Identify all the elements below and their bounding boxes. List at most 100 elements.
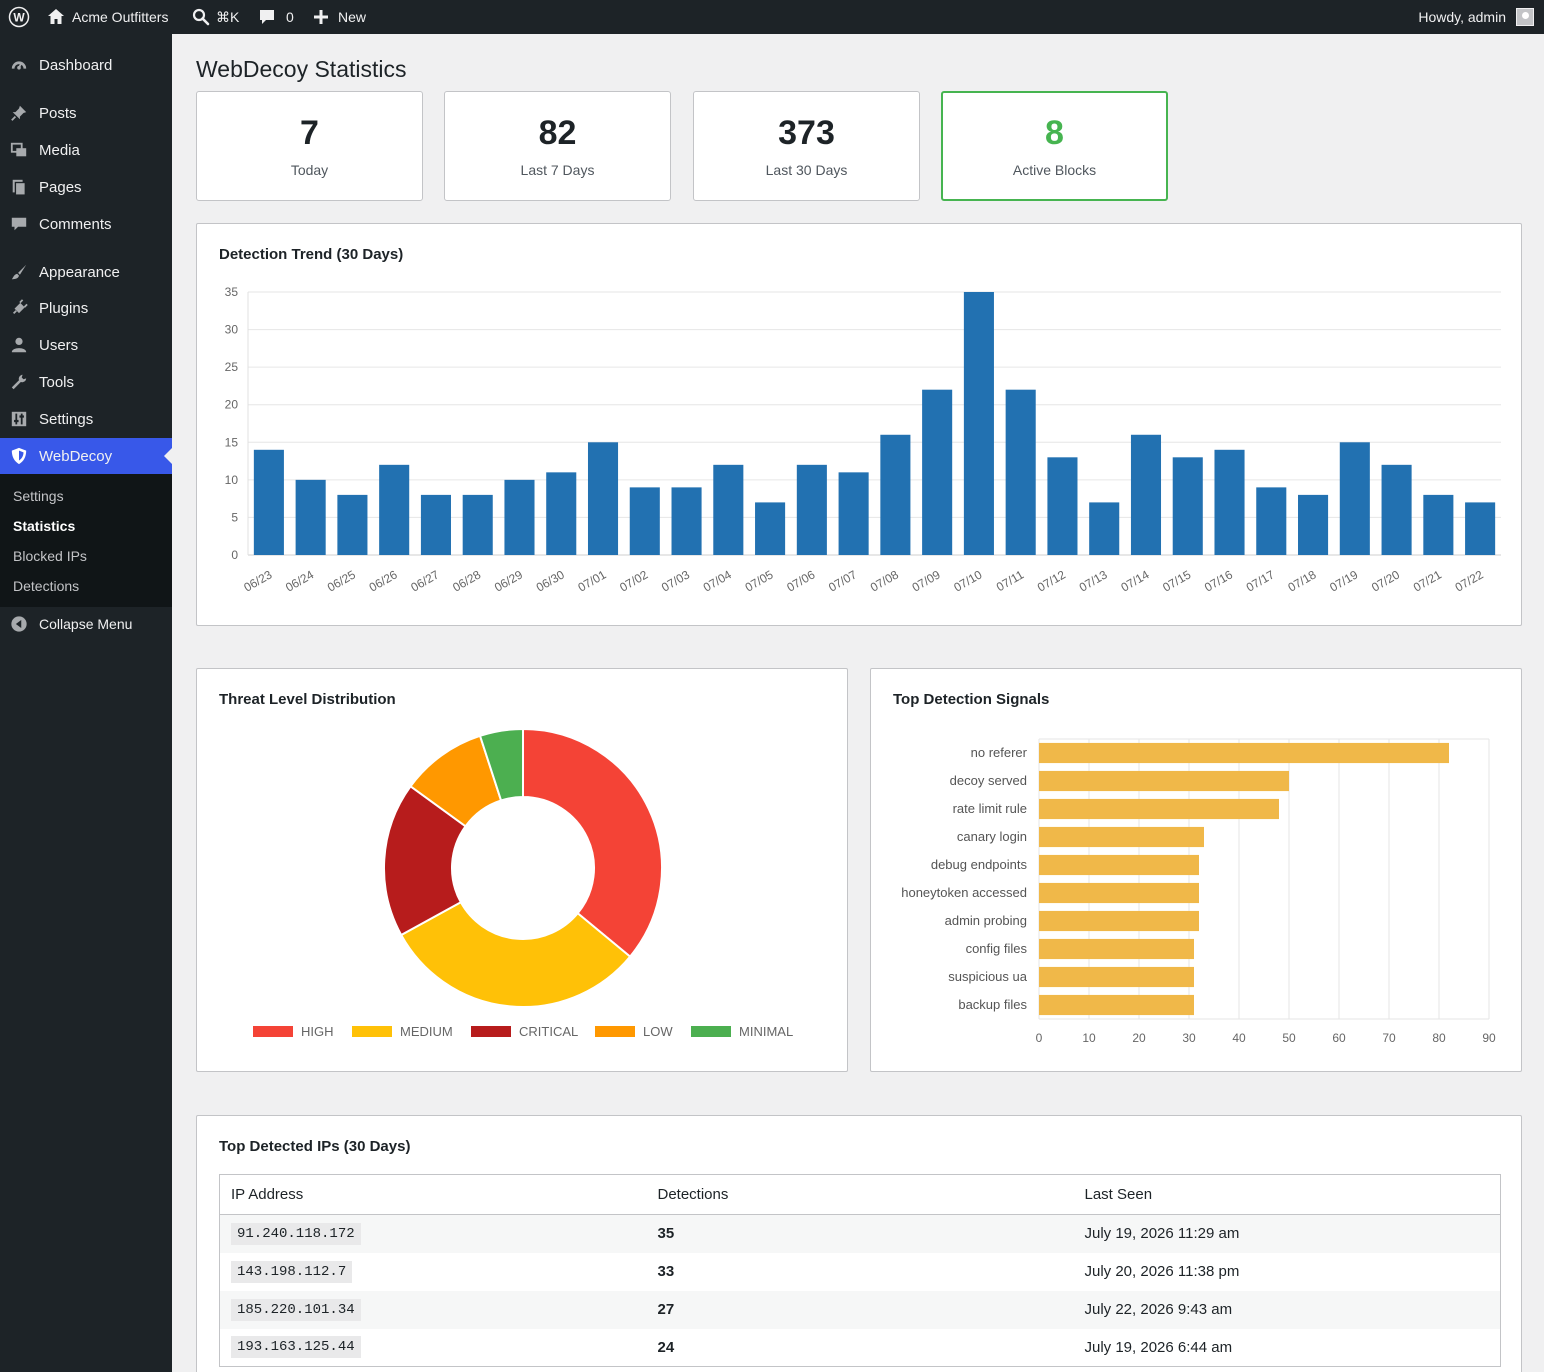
x-tick-label: 70 (1382, 1031, 1396, 1045)
table-row: 143.198.112.7 33 July 20, 2026 11:38 pm (220, 1253, 1501, 1291)
last-seen: July 19, 2026 6:44 am (1084, 1338, 1233, 1356)
y-tick-label: decoy served (950, 773, 1027, 788)
wordpress-logo-icon[interactable]: W (8, 0, 30, 34)
bar (1039, 854, 1199, 876)
sidebar-item-label: Tools (39, 373, 75, 391)
legend-swatch (691, 1026, 731, 1037)
sidebar-item-label: Users (39, 336, 79, 354)
x-tick-label: 07/04 (701, 567, 734, 594)
x-tick-label: 07/01 (576, 567, 609, 594)
sidebar-item-tools[interactable]: Tools (0, 364, 172, 400)
donut-slice (383, 784, 467, 937)
x-tick-label: 07/22 (1453, 567, 1486, 594)
x-tick-label: 20 (1132, 1031, 1146, 1045)
bar (1039, 826, 1204, 848)
admin-bar: W Acme Outfitters ⌘K 0 New Howdy, admin (0, 0, 1544, 34)
howdy-text: Howdy, admin (1418, 9, 1506, 25)
search-icon (192, 8, 210, 26)
bar (587, 442, 619, 555)
top-ips-table: IP Address Detections Last Seen 91.240.1… (219, 1174, 1501, 1367)
y-tick-label: backup files (958, 997, 1027, 1012)
plugin-icon (12, 299, 28, 315)
y-tick-label: rate limit rule (953, 801, 1027, 816)
sidebar-item-pages[interactable]: Pages (0, 169, 172, 205)
sidebar-item-label: Posts (39, 104, 77, 122)
submenu-item-settings[interactable]: Settings (13, 488, 64, 504)
comments-link[interactable]: 0 (258, 0, 294, 34)
x-tick-label: 06/28 (450, 567, 483, 594)
collapse-menu-button[interactable]: Collapse Menu (0, 606, 172, 642)
bar (922, 389, 953, 555)
y-tick-label: no referer (971, 745, 1028, 760)
sidebar-item-label: WebDecoy (39, 447, 113, 465)
donut-slice (478, 727, 524, 802)
sidebar-item-label: Settings (39, 410, 94, 428)
x-tick-label: 07/13 (1077, 567, 1110, 594)
site-name-link[interactable]: Acme Outfitters (46, 0, 168, 34)
bar (629, 487, 660, 555)
bar (1039, 910, 1199, 932)
x-tick-label: 07/21 (1411, 567, 1444, 594)
sidebar-item-settings[interactable]: Settings (0, 401, 172, 437)
legend-label: LOW (643, 1024, 673, 1039)
sidebar-item-label: Dashboard (39, 56, 113, 74)
bar (379, 464, 410, 555)
sidebar-item-label: Pages (39, 178, 82, 196)
y-tick-label: admin probing (945, 913, 1027, 928)
sidebar-item-label: Comments (39, 215, 112, 233)
bar (1423, 494, 1454, 555)
x-tick-label: 07/20 (1369, 567, 1402, 594)
stat-label: Today (290, 162, 329, 178)
x-tick-label: 80 (1432, 1031, 1446, 1045)
x-tick-label: 07/19 (1327, 567, 1360, 594)
command-search-button[interactable]: ⌘K (192, 0, 239, 34)
y-tick-label: 5 (231, 510, 238, 524)
submenu-item-detections[interactable]: Detections (13, 578, 80, 594)
x-tick-label: 06/25 (325, 567, 358, 594)
bar (295, 479, 326, 555)
detection-trend-panel: Detection Trend (30 Days) 0 5 10 15 20 25 30 35… (196, 223, 1522, 626)
x-tick-label: 90 (1482, 1031, 1496, 1045)
new-content-button[interactable]: New (312, 0, 366, 34)
column-header-detections: Detections (646, 1174, 1074, 1215)
last-seen: July 19, 2026 11:29 am (1073, 1214, 1501, 1253)
comment-bubble-icon (260, 10, 274, 24)
legend-swatch (253, 1026, 293, 1037)
bar (1005, 389, 1036, 555)
sidebar-item-label: Appearance (39, 263, 120, 281)
x-tick-label: 40 (1232, 1031, 1246, 1045)
last-seen: July 22, 2026 9:43 am (1073, 1290, 1501, 1329)
submenu-item-statistics[interactable]: Statistics (13, 518, 76, 534)
sidebar-item-webdecoy[interactable]: WebDecoy (0, 438, 172, 474)
sidebar-item-plugins[interactable]: Plugins (0, 290, 172, 326)
y-tick-label: suspicious ua (948, 969, 1028, 984)
table-row: 193.163.125.44 24 July 19, 2026 6:44 am (220, 1329, 1501, 1367)
pin-icon (11, 105, 27, 121)
x-tick-label: 60 (1332, 1031, 1346, 1045)
detections-count: 33 (657, 1263, 675, 1280)
bar (1214, 449, 1245, 555)
stat-card-last-7-days: 82 Last 7 Days (444, 91, 671, 201)
stat-label: Last 7 Days (520, 162, 595, 178)
y-tick-label: config files (966, 941, 1028, 956)
x-tick-label: 06/26 (367, 567, 400, 594)
stat-number: 373 (778, 114, 835, 152)
account-menu[interactable]: Howdy, admin (1418, 0, 1534, 34)
plus-icon (314, 10, 328, 24)
bar (713, 464, 744, 555)
sidebar-item-label: Media (39, 141, 80, 159)
sidebar-item-posts[interactable]: Posts (0, 95, 172, 131)
bar (504, 479, 535, 555)
sidebar-item-comments[interactable]: Comments (0, 206, 172, 242)
sidebar-item-media[interactable]: Media (0, 132, 172, 168)
submenu-item-blocked-ips[interactable]: Blocked IPs (13, 548, 87, 564)
stat-card-last-30-days: 373 Last 30 Days (693, 91, 920, 201)
donut-slice (399, 900, 632, 1008)
sidebar-item-appearance[interactable]: Appearance (0, 254, 172, 290)
x-tick-label: 07/06 (784, 567, 817, 594)
x-tick-label: 0 (1036, 1031, 1043, 1045)
sidebar-item-users[interactable]: Users (0, 327, 172, 363)
bar (838, 472, 869, 555)
bar (963, 292, 994, 555)
sidebar-item-dashboard[interactable]: Dashboard (0, 47, 172, 83)
